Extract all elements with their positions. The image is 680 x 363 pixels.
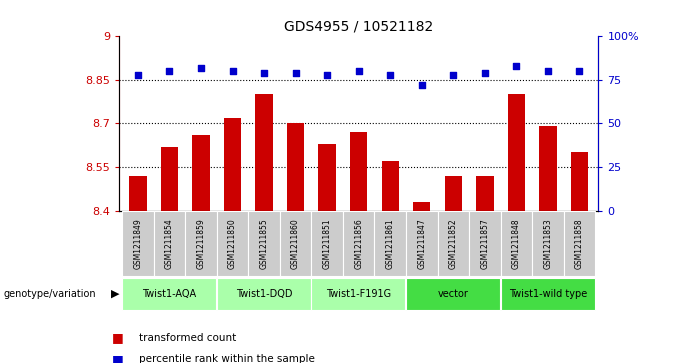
Bar: [129, 176, 147, 211]
Text: Twist1-AQA: Twist1-AQA: [142, 289, 197, 299]
Bar: [160, 147, 178, 211]
Point: [196, 65, 207, 70]
Bar: [469, 211, 500, 276]
Bar: [217, 211, 248, 276]
Text: ■: ■: [112, 353, 124, 363]
Bar: [571, 152, 588, 211]
Text: percentile rank within the sample: percentile rank within the sample: [139, 354, 316, 363]
Bar: [248, 211, 280, 276]
Bar: [508, 94, 525, 211]
Bar: [413, 202, 430, 211]
Text: transformed count: transformed count: [139, 333, 237, 343]
Bar: [381, 161, 399, 211]
Point: [133, 72, 143, 78]
Text: GSM1211857: GSM1211857: [480, 218, 490, 269]
Text: GSM1211859: GSM1211859: [197, 218, 205, 269]
Bar: [476, 176, 494, 211]
Bar: [318, 144, 336, 211]
Text: GSM1211851: GSM1211851: [323, 218, 332, 269]
Bar: [564, 211, 595, 276]
Point: [574, 68, 585, 74]
Bar: [122, 278, 216, 310]
Bar: [217, 278, 311, 310]
Bar: [311, 278, 405, 310]
Text: Twist1-F191G: Twist1-F191G: [326, 289, 391, 299]
Point: [385, 72, 396, 78]
Text: GSM1211849: GSM1211849: [133, 218, 142, 269]
Point: [511, 63, 522, 69]
Text: GSM1211856: GSM1211856: [354, 218, 363, 269]
Point: [543, 68, 554, 74]
Bar: [192, 135, 209, 211]
Text: GSM1211850: GSM1211850: [228, 218, 237, 269]
Text: Twist1-DQD: Twist1-DQD: [236, 289, 292, 299]
Bar: [350, 132, 367, 211]
Point: [164, 68, 175, 74]
Text: genotype/variation: genotype/variation: [3, 289, 96, 299]
Bar: [311, 211, 343, 276]
Text: GSM1211861: GSM1211861: [386, 218, 394, 269]
Bar: [185, 211, 217, 276]
Point: [322, 72, 333, 78]
Text: GSM1211848: GSM1211848: [512, 218, 521, 269]
Bar: [280, 211, 311, 276]
Bar: [224, 118, 241, 211]
Bar: [287, 123, 304, 211]
Bar: [154, 211, 185, 276]
Text: GSM1211852: GSM1211852: [449, 218, 458, 269]
Point: [416, 82, 427, 88]
Bar: [122, 211, 154, 276]
Bar: [500, 278, 594, 310]
Point: [354, 68, 364, 74]
Bar: [375, 211, 406, 276]
Title: GDS4955 / 10521182: GDS4955 / 10521182: [284, 20, 433, 34]
Bar: [500, 211, 532, 276]
Text: vector: vector: [438, 289, 469, 299]
Point: [448, 72, 459, 78]
Text: GSM1211854: GSM1211854: [165, 218, 174, 269]
Bar: [437, 211, 469, 276]
Text: ▶: ▶: [111, 289, 120, 299]
Text: GSM1211847: GSM1211847: [418, 218, 426, 269]
Bar: [256, 94, 273, 211]
Text: GSM1211855: GSM1211855: [260, 218, 269, 269]
Text: ■: ■: [112, 331, 124, 344]
Point: [258, 70, 269, 76]
Text: GSM1211860: GSM1211860: [291, 218, 300, 269]
Point: [227, 68, 238, 74]
Bar: [406, 278, 500, 310]
Bar: [445, 176, 462, 211]
Bar: [406, 211, 437, 276]
Text: GSM1211853: GSM1211853: [543, 218, 552, 269]
Bar: [539, 126, 557, 211]
Text: GSM1211858: GSM1211858: [575, 218, 584, 269]
Bar: [532, 211, 564, 276]
Bar: [343, 211, 375, 276]
Point: [290, 70, 301, 76]
Text: Twist1-wild type: Twist1-wild type: [509, 289, 587, 299]
Point: [479, 70, 490, 76]
